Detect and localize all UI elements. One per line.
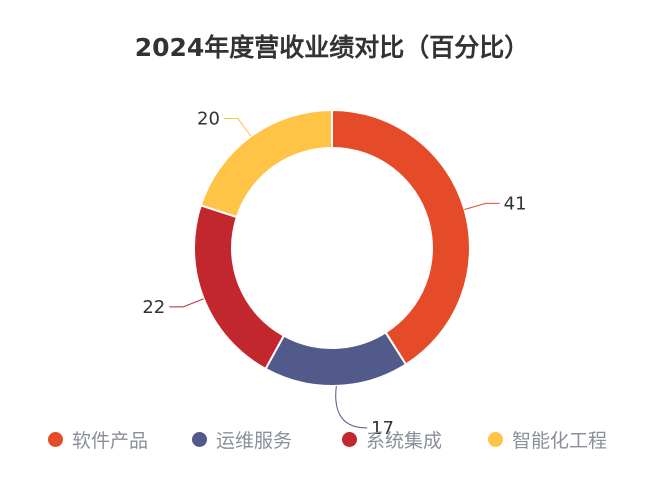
slices-group <box>193 108 471 387</box>
leader-line-3 <box>169 298 204 308</box>
chart-legend: 软件产品 运维服务 系统集成 智能化工程 <box>0 424 664 454</box>
slice-1[interactable] <box>331 108 471 366</box>
legend-item-3[interactable]: 系统集成 <box>342 424 442 454</box>
legend-item-1[interactable]: 软件产品 <box>48 424 148 454</box>
legend-marker-icon <box>342 431 357 447</box>
leader-line-4 <box>223 118 252 137</box>
legend-label: 运维服务 <box>216 429 293 452</box>
legend-marker-icon <box>48 431 63 447</box>
data-label-4: 20 <box>197 109 220 130</box>
data-label-1: 41 <box>504 193 527 214</box>
legend-marker-icon <box>192 431 207 447</box>
leader-line-1 <box>464 202 500 210</box>
leader-lines-group <box>169 118 500 429</box>
legend-label: 系统集成 <box>366 429 443 452</box>
leader-line-2 <box>335 385 368 429</box>
chart-title: 2024年度营收业绩对比（百分比） <box>134 33 530 62</box>
slice-3[interactable] <box>193 204 286 371</box>
slice-4[interactable] <box>199 108 333 219</box>
data-labels-group: 41 17 22 20 <box>142 109 526 439</box>
legend-item-2[interactable]: 运维服务 <box>192 424 292 454</box>
data-label-2: 17 <box>371 418 394 439</box>
legend-label: 智能化工程 <box>512 429 608 452</box>
data-label-3: 22 <box>142 297 165 318</box>
slice-2[interactable] <box>264 331 408 387</box>
legend-label: 软件产品 <box>72 429 149 452</box>
legend-item-4[interactable]: 智能化工程 <box>488 424 607 454</box>
legend-marker-icon <box>488 431 503 447</box>
